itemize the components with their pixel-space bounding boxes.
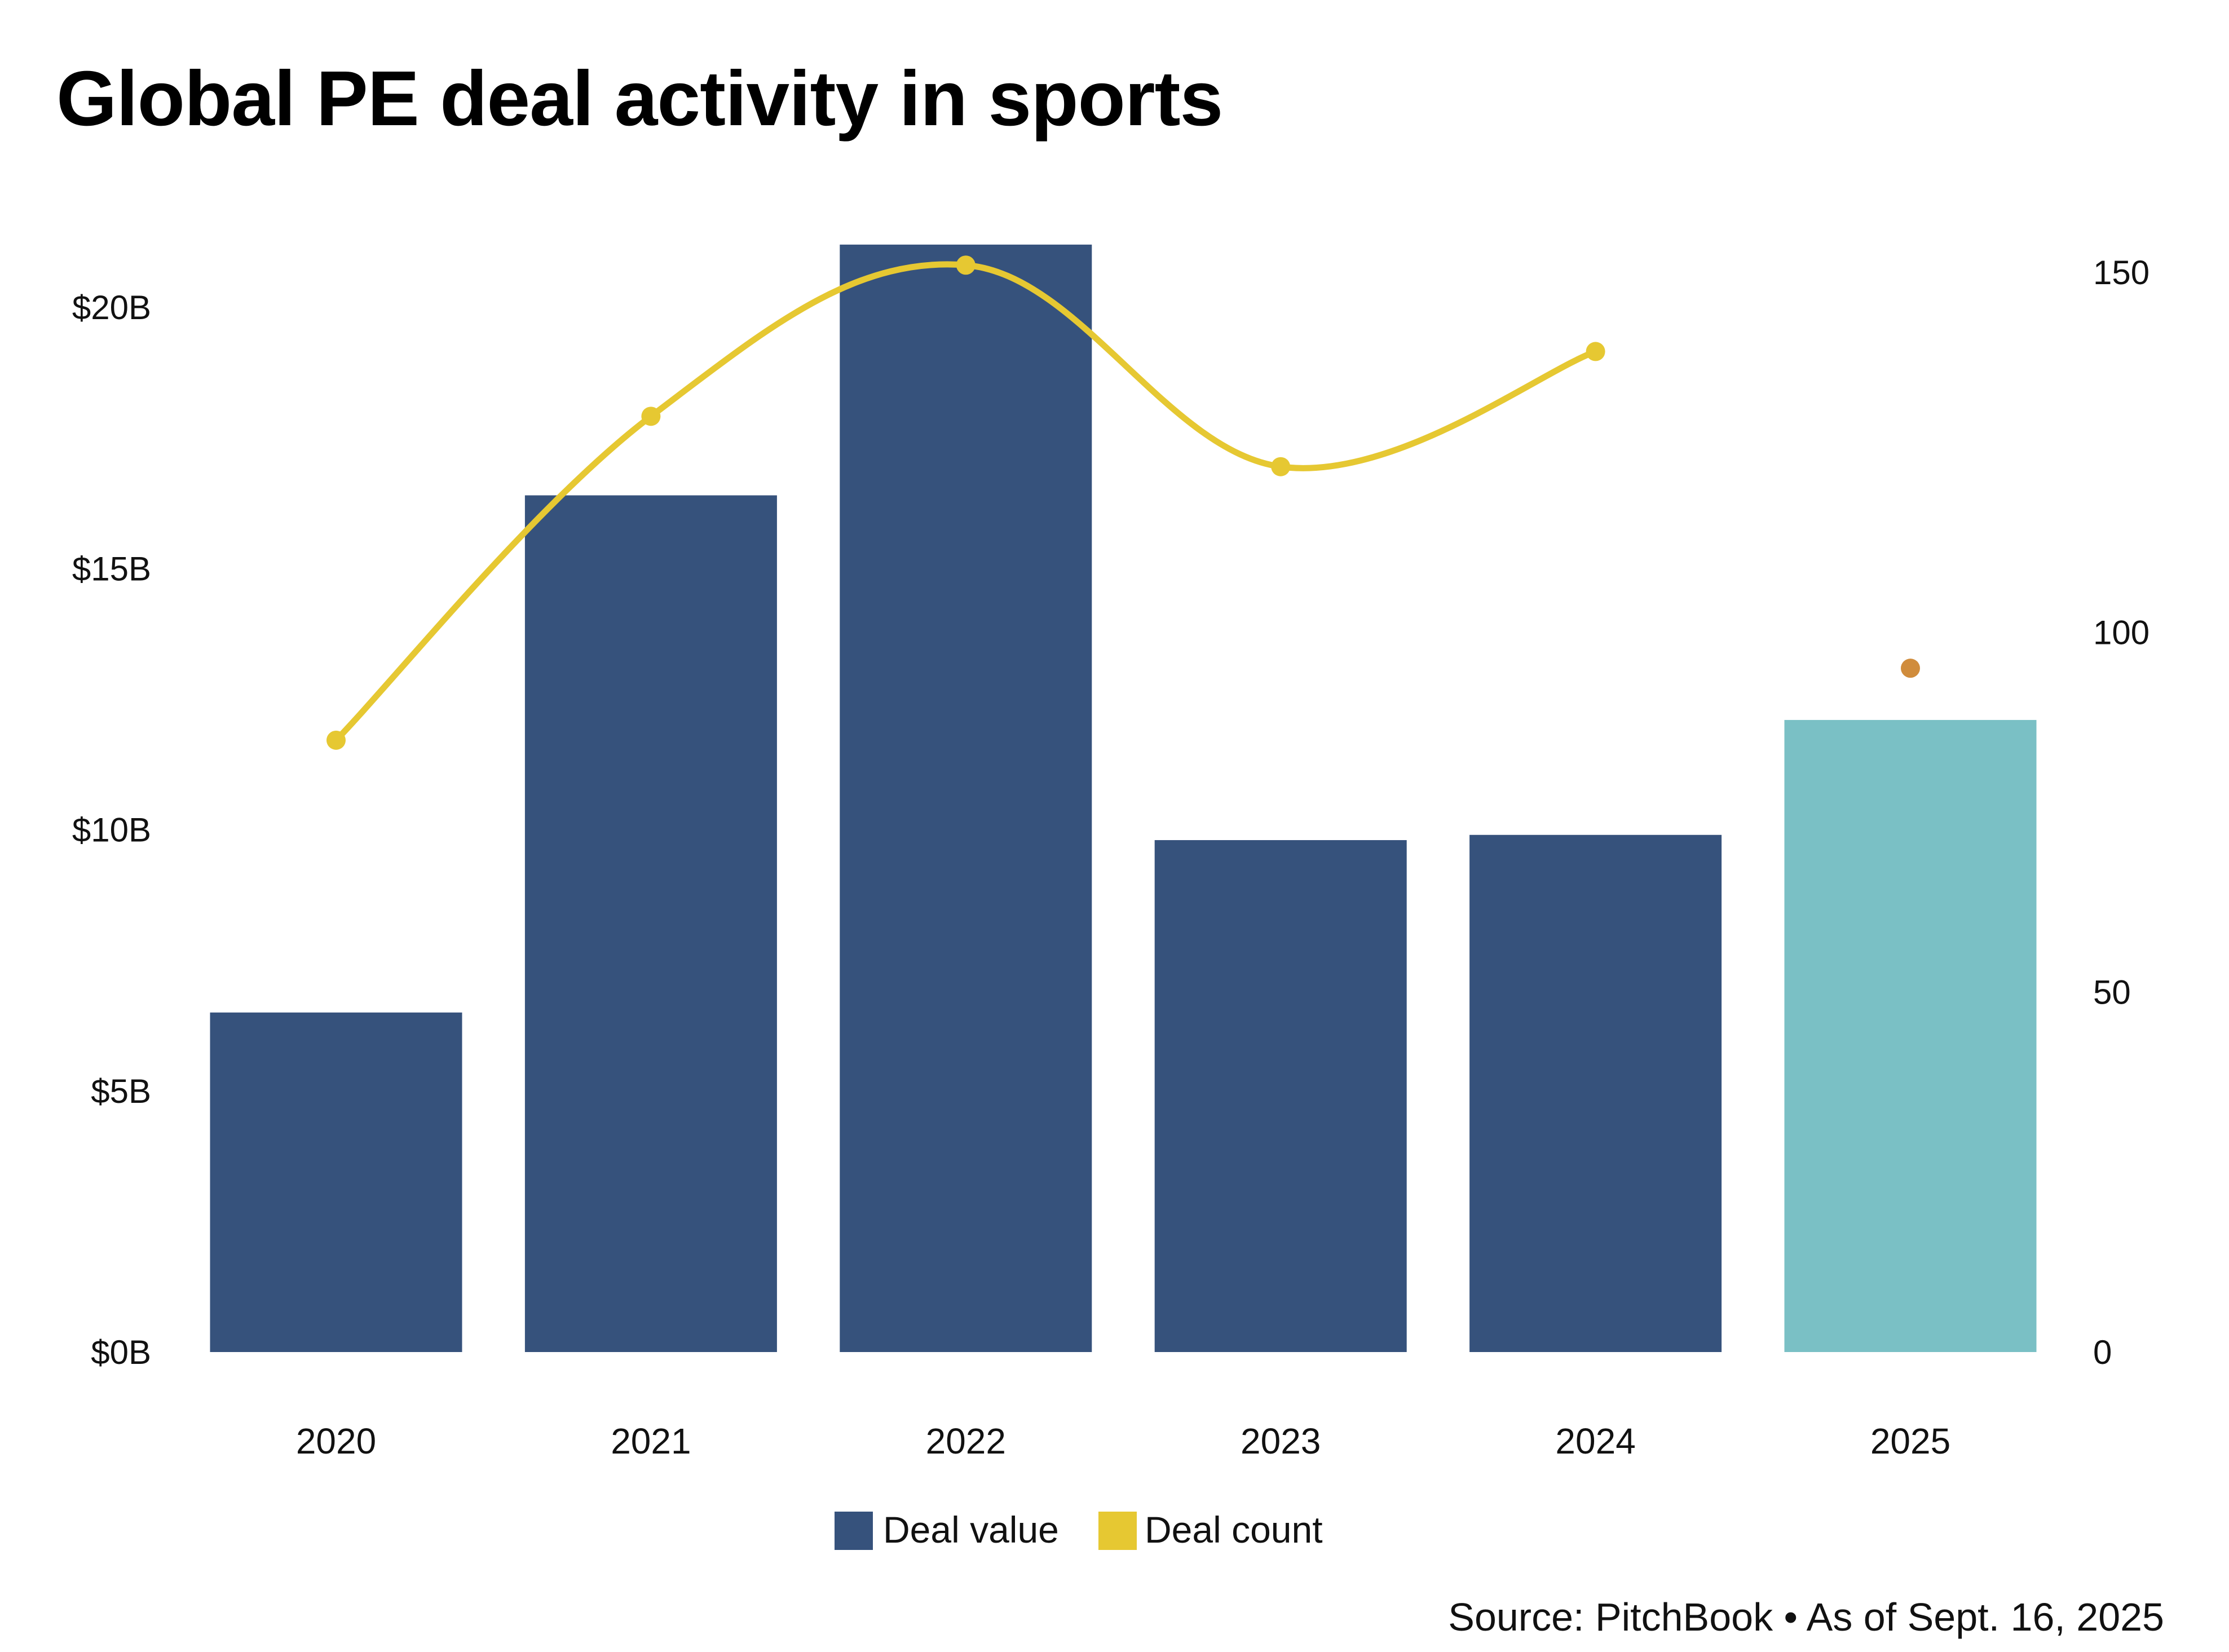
legend-swatch-deal-value xyxy=(835,1512,873,1550)
x-tick-label: 2023 xyxy=(1241,1421,1321,1461)
bar-2023 xyxy=(1154,840,1407,1352)
line-series-deal-count xyxy=(326,255,1920,750)
deal-count-point-2022 xyxy=(956,255,976,275)
right-tick-label: 0 xyxy=(2093,1333,2112,1371)
legend: Deal value Deal count xyxy=(835,1509,1323,1551)
deal-count-point-2023 xyxy=(1271,457,1291,476)
legend-swatch-deal-count xyxy=(1098,1512,1137,1550)
x-tick-label: 2020 xyxy=(296,1421,376,1461)
bar-2025 xyxy=(1784,719,2037,1352)
left-axis: $0B $5B $10B $15B $20B xyxy=(72,289,151,1371)
deal-count-point-2025 xyxy=(1901,659,1920,678)
left-tick-label: $0B xyxy=(91,1333,151,1371)
chart-title: Global PE deal activity in sports xyxy=(56,55,1222,142)
bar-2024 xyxy=(1469,834,1722,1352)
x-tick-label: 2022 xyxy=(926,1421,1006,1461)
left-tick-label: $20B xyxy=(72,289,151,326)
deal-count-point-2024 xyxy=(1586,342,1605,361)
legend-label-deal-count: Deal count xyxy=(1145,1509,1323,1551)
right-tick-label: 150 xyxy=(2093,254,2149,291)
right-axis: 0 50 100 150 xyxy=(2093,254,2149,1371)
right-tick-label: 100 xyxy=(2093,613,2149,651)
legend-label-deal-value: Deal value xyxy=(883,1509,1059,1551)
bar-series-deal-value xyxy=(210,244,2037,1352)
deal-count-point-2021 xyxy=(641,407,661,426)
x-tick-label: 2024 xyxy=(1555,1421,1635,1461)
source-note: Source: PitchBook • As of Sept. 16, 2025 xyxy=(1448,1595,2164,1639)
deal-count-point-2020 xyxy=(326,730,346,750)
bar-2022 xyxy=(840,244,1092,1352)
left-tick-label: $15B xyxy=(72,550,151,588)
bar-2020 xyxy=(210,1012,462,1352)
left-tick-label: $5B xyxy=(91,1072,151,1110)
bar-2021 xyxy=(524,495,777,1352)
left-tick-label: $10B xyxy=(72,811,151,849)
x-tick-label: 2025 xyxy=(1870,1421,1950,1461)
right-tick-label: 50 xyxy=(2093,974,2131,1011)
x-tick-label: 2021 xyxy=(611,1421,691,1461)
x-axis: 2020 2021 2022 2023 2024 2025 xyxy=(296,1421,1950,1461)
